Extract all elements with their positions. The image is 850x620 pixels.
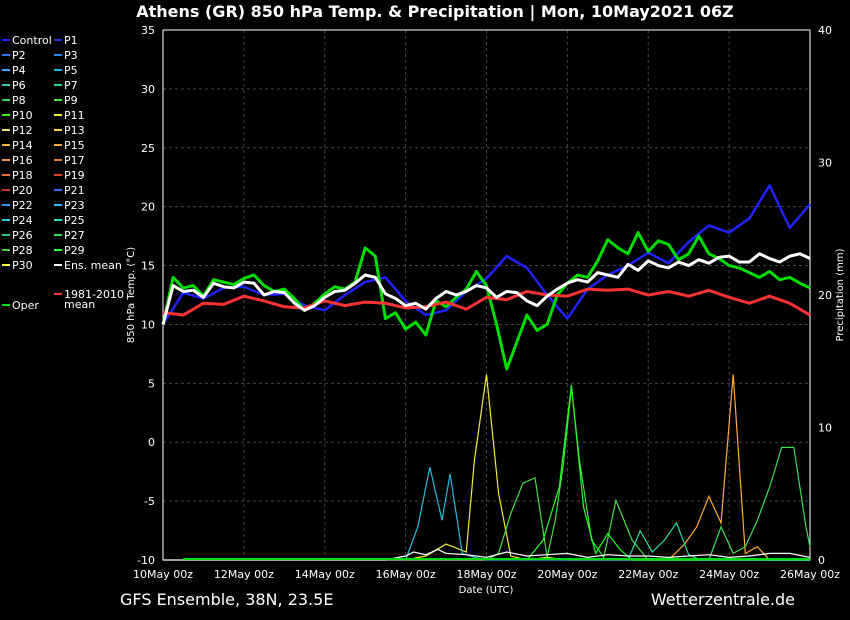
y-tick-label: -5 — [144, 495, 155, 508]
y2-tick-label: 30 — [818, 157, 832, 170]
y2-tick-label: 20 — [818, 289, 832, 302]
legend-label: Ens. mean — [64, 259, 122, 272]
x-tick-label: 22May 00z — [618, 568, 678, 581]
x-tick-label: 10May 00z — [133, 568, 193, 581]
x-tick-label: 18May 00z — [456, 568, 516, 581]
y2-tick-label: 0 — [818, 554, 825, 567]
temperature-series — [161, 184, 811, 371]
y2-tick-label: 40 — [818, 24, 832, 37]
y-tick-label: 25 — [141, 142, 155, 155]
legend-label: P5 — [64, 64, 78, 77]
y2-axis-ticks: 40 30 20 10 0 — [818, 24, 832, 567]
precip-line — [668, 374, 810, 561]
legend-label: P14 — [12, 139, 33, 152]
legend-label: P24 — [12, 214, 33, 227]
series-line — [161, 231, 811, 371]
legend: Control P1 P2 P3 P4 P5 P6 P7 P8 P9 P10 P11 P12 P13 P14… — [2, 34, 124, 312]
legend-label: P8 — [12, 94, 26, 107]
legend-label: Control — [12, 34, 52, 47]
y-tick-label: 15 — [141, 260, 155, 273]
legend-label: P16 — [12, 154, 33, 167]
x-axis-label: Date (UTC) — [459, 585, 514, 596]
x-tick-label: 14May 00z — [295, 568, 355, 581]
legend-label: P7 — [64, 79, 78, 92]
legend-label: P21 — [64, 184, 85, 197]
legend-label: mean — [64, 298, 95, 311]
legend-label: P13 — [64, 124, 85, 137]
y2-axis-label: Precipitation (mm) — [835, 248, 846, 341]
precip-line — [486, 387, 810, 561]
y-axis-label: 850 hPa Temp. (°C) — [126, 247, 137, 343]
legend-label: P10 — [12, 109, 33, 122]
x-tick-label: 12May 00z — [214, 568, 274, 581]
y-axis-ticks: 35 30 25 20 15 10 5 0 -5 -10 — [137, 24, 155, 567]
legend-label: P26 — [12, 229, 33, 242]
precip-line — [708, 446, 811, 561]
y-tick-label: 10 — [141, 318, 155, 331]
x-tick-label: 16May 00z — [376, 568, 436, 581]
series-line — [161, 184, 811, 326]
legend-label: P27 — [64, 229, 85, 242]
legend-label: P3 — [64, 49, 78, 62]
y2-tick-label: 10 — [818, 422, 832, 435]
legend-label: P12 — [12, 124, 33, 137]
legend-label: P4 — [12, 64, 26, 77]
legend-label: P20 — [12, 184, 33, 197]
legend-label: P17 — [64, 154, 85, 167]
footer-source: Wetterzentrale.de — [651, 590, 795, 609]
y-tick-label: 30 — [141, 83, 155, 96]
legend-label: P19 — [64, 169, 85, 182]
legend-label: P18 — [12, 169, 33, 182]
legend-label: Oper — [12, 299, 39, 312]
legend-label: P22 — [12, 199, 33, 212]
x-tick-label: 24May 00z — [699, 568, 759, 581]
legend-label: P30 — [12, 259, 33, 272]
series-line — [161, 252, 811, 325]
legend-label: 1981-2010 — [64, 288, 124, 301]
precip-line — [405, 374, 810, 561]
legend-label: P29 — [64, 244, 85, 257]
y-tick-label: 35 — [141, 24, 155, 37]
chart-title: Athens (GR) 850 hPa Temp. & Precipitatio… — [136, 2, 734, 22]
x-axis-ticks: 10May 00z 12May 00z 14May 00z 16May 00z 18Ma… — [133, 568, 840, 581]
precip-line — [163, 548, 811, 561]
x-tick-label: 20May 00z — [537, 568, 597, 581]
legend-label: P11 — [64, 109, 85, 122]
legend-label: P6 — [12, 79, 26, 92]
precipitation-series — [163, 374, 811, 561]
legend-label: P25 — [64, 214, 85, 227]
y-tick-label: -10 — [137, 554, 155, 567]
legend-label: P2 — [12, 49, 26, 62]
legend-label: P15 — [64, 139, 85, 152]
legend-label: P23 — [64, 199, 85, 212]
footer-model-info: GFS Ensemble, 38N, 23.5E — [120, 590, 333, 609]
y-tick-label: 0 — [148, 436, 155, 449]
legend-label: P9 — [64, 94, 78, 107]
legend-label: P1 — [64, 34, 78, 47]
y-tick-label: 5 — [148, 377, 155, 390]
x-tick-label: 26May 00z — [780, 568, 840, 581]
y-tick-label: 20 — [141, 201, 155, 214]
legend-label: P28 — [12, 244, 33, 257]
series-line — [162, 287, 811, 317]
